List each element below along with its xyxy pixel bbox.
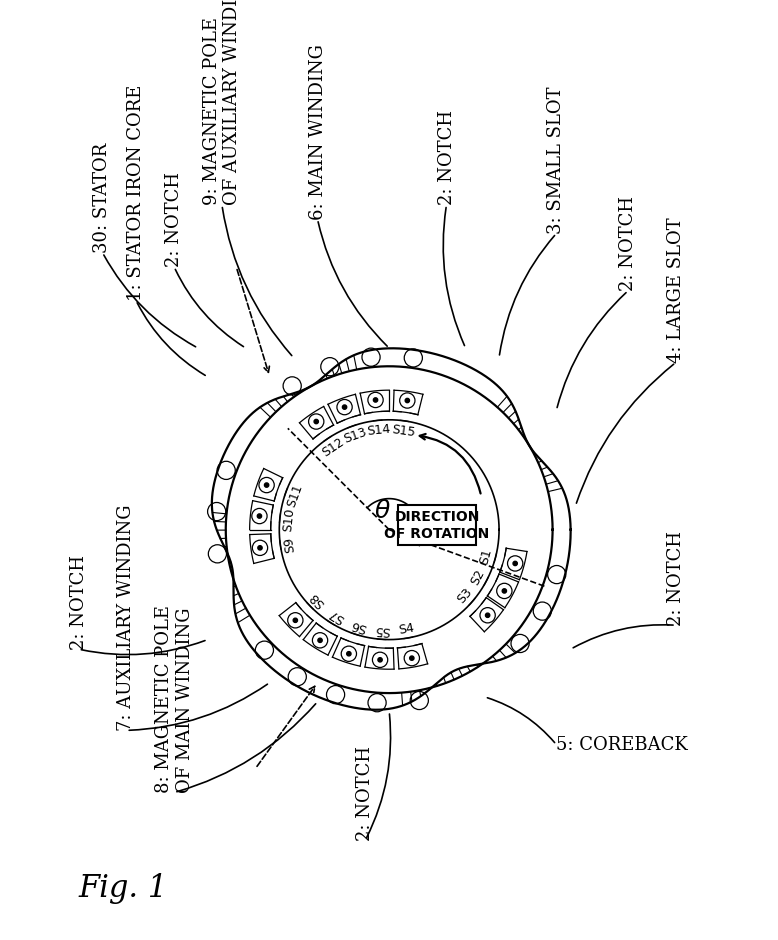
Text: 4: LARGE SLOT: 4: LARGE SLOT <box>667 217 685 363</box>
Text: DIRECTION: DIRECTION <box>394 509 479 524</box>
Text: S10: S10 <box>282 507 297 532</box>
Text: S12: S12 <box>320 435 346 459</box>
Text: OF ROTATION: OF ROTATION <box>384 526 489 540</box>
Circle shape <box>317 638 322 643</box>
Text: 2: NOTCH: 2: NOTCH <box>619 196 637 291</box>
Circle shape <box>409 656 414 661</box>
Text: S1: S1 <box>478 546 494 565</box>
Circle shape <box>485 613 489 618</box>
Text: S6: S6 <box>349 617 367 634</box>
Circle shape <box>258 546 262 550</box>
Text: Fig. 1: Fig. 1 <box>79 872 168 903</box>
Circle shape <box>342 405 346 410</box>
Text: 2: NOTCH: 2: NOTCH <box>667 530 685 625</box>
Text: S3: S3 <box>454 586 475 606</box>
Text: S15: S15 <box>391 422 415 439</box>
Text: 2: NOTCH: 2: NOTCH <box>165 172 183 267</box>
Text: 5: COREBACK: 5: COREBACK <box>556 736 688 754</box>
Text: S11: S11 <box>285 482 305 509</box>
Text: S8: S8 <box>307 589 327 610</box>
Circle shape <box>346 651 351 656</box>
Text: 30: STATOR: 30: STATOR <box>93 143 111 253</box>
Text: 2: NOTCH: 2: NOTCH <box>356 745 374 840</box>
Text: S13: S13 <box>342 426 368 446</box>
Text: S7: S7 <box>326 605 346 625</box>
Text: 1: STATOR IRON CORE: 1: STATOR IRON CORE <box>127 85 145 301</box>
Circle shape <box>378 658 382 662</box>
Text: $\theta$: $\theta$ <box>373 500 391 523</box>
Circle shape <box>513 561 517 566</box>
Text: 2: NOTCH: 2: NOTCH <box>437 110 455 205</box>
Text: S14: S14 <box>366 422 391 438</box>
Text: 6: MAIN WINDING: 6: MAIN WINDING <box>308 44 326 220</box>
Circle shape <box>314 419 318 424</box>
Circle shape <box>265 483 268 488</box>
Text: 9: MAGNETIC POLE
OF AUXILIARY WINDING: 9: MAGNETIC POLE OF AUXILIARY WINDING <box>202 0 241 205</box>
Circle shape <box>405 399 409 403</box>
Text: S2: S2 <box>468 567 487 588</box>
FancyBboxPatch shape <box>398 505 476 545</box>
Text: 8: MAGNETIC POLE
OF MAIN WINDING: 8: MAGNETIC POLE OF MAIN WINDING <box>155 604 194 792</box>
Circle shape <box>502 589 506 593</box>
Circle shape <box>373 399 377 402</box>
Text: S4: S4 <box>398 621 415 636</box>
Text: S9: S9 <box>282 535 297 553</box>
Text: 2: NOTCH: 2: NOTCH <box>69 555 88 650</box>
Circle shape <box>258 514 261 519</box>
Text: S5: S5 <box>373 623 391 637</box>
Text: 3: SMALL SLOT: 3: SMALL SLOT <box>547 86 565 234</box>
Text: 7: AUXILIARY WINDING: 7: AUXILIARY WINDING <box>117 504 135 730</box>
Circle shape <box>293 619 297 622</box>
